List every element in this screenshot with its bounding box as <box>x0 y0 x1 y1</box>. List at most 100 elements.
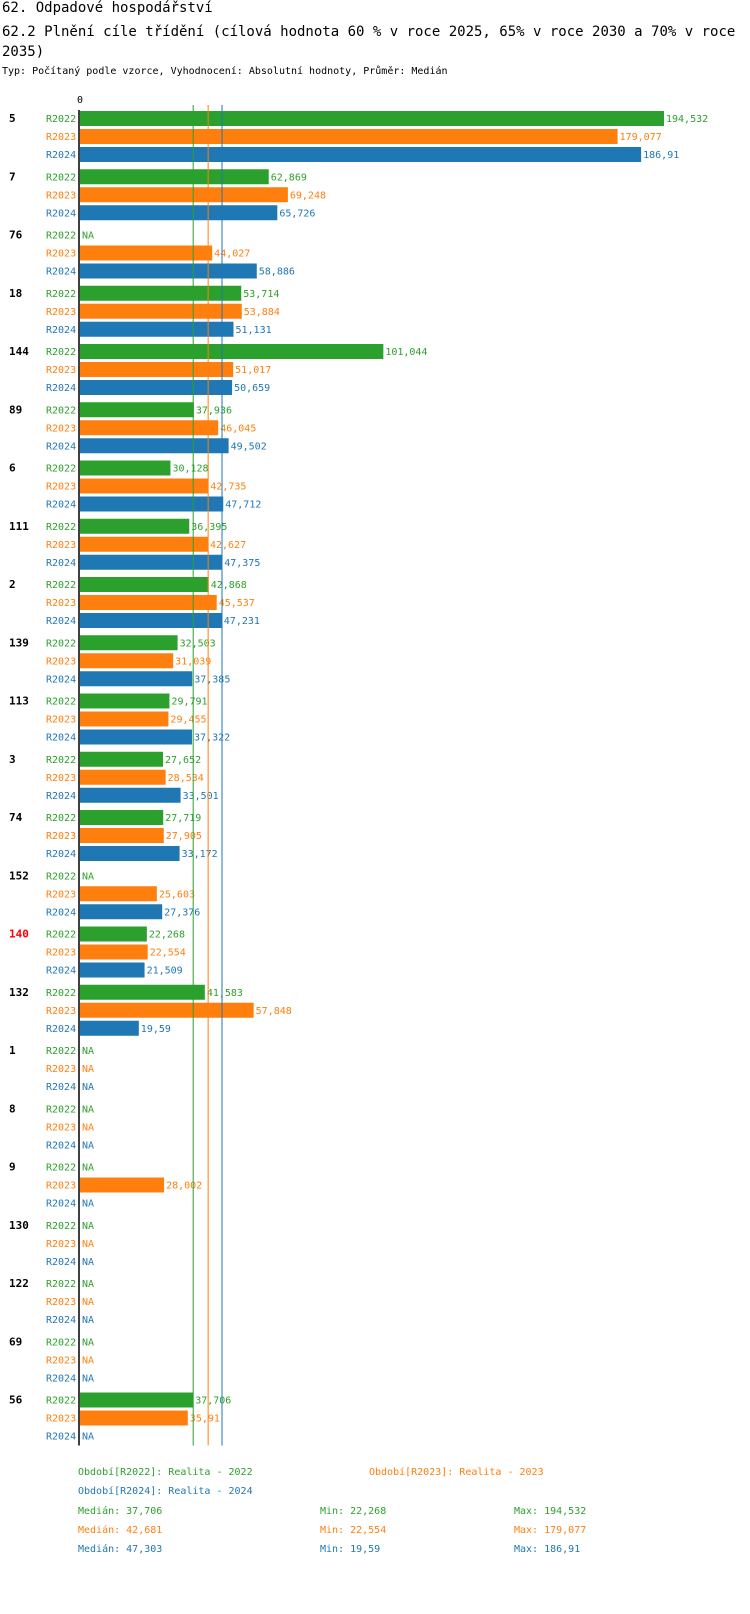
value-label-152-r2024: 27,376 <box>164 907 200 918</box>
value-label-8-r2024: NA <box>82 1140 94 1151</box>
value-label-69-r2024: NA <box>82 1373 94 1384</box>
value-label-132-r2022: 41,583 <box>207 988 243 999</box>
series-label-r2024: R2024 <box>46 1140 76 1151</box>
series-label-r2022: R2022 <box>46 405 76 416</box>
bar-89-r2023 <box>80 420 219 436</box>
series-label-r2024: R2024 <box>46 500 76 511</box>
series-label-r2022: R2022 <box>46 580 76 591</box>
bar-76-r2024 <box>80 263 257 279</box>
group-label-56: 56 <box>9 1394 23 1407</box>
bar-3-r2023 <box>80 769 166 785</box>
value-label-152-r2022: NA <box>82 871 94 882</box>
group-label-5: 5 <box>9 112 16 125</box>
series-label-r2022: R2022 <box>46 638 76 649</box>
value-label-5-r2024: 186,91 <box>643 150 679 161</box>
series-label-r2024: R2024 <box>46 1432 76 1443</box>
bar-111-r2023 <box>80 536 208 552</box>
bar-74-r2023 <box>80 828 164 843</box>
series-label-r2024: R2024 <box>46 1315 76 1326</box>
bar-18-r2023 <box>80 303 242 319</box>
legend-median-r2022: Medián: 37,706 <box>78 1506 163 1517</box>
bar-111-r2024 <box>80 554 223 570</box>
bar-chart: 0 5 R2022 194,532 R2023 179,077 R2024 186,91 7 R2… <box>9 95 708 1446</box>
group-label-18: 18 <box>9 287 22 300</box>
bar-9-r2023 <box>80 1177 165 1193</box>
value-label-69-r2023: NA <box>82 1355 94 1366</box>
bar-140-r2024 <box>80 962 145 978</box>
value-label-122-r2023: NA <box>82 1297 94 1308</box>
group-label-144: 144 <box>9 345 29 358</box>
series-label-r2024: R2024 <box>46 733 76 744</box>
bar-7-r2024 <box>80 205 278 221</box>
legend-series-r2022: Období[R2022]: Realita - 2022 <box>78 1467 253 1478</box>
series-label-r2023: R2023 <box>46 598 76 609</box>
series-label-r2023: R2023 <box>46 1181 76 1192</box>
legend-series-r2024: Období[R2024]: Realita - 2024 <box>78 1486 253 1497</box>
value-label-3-r2022: 27,652 <box>165 755 201 766</box>
bar-2-r2023 <box>80 595 217 610</box>
bar-144-r2022 <box>80 344 384 359</box>
value-label-1-r2024: NA <box>82 1082 94 1093</box>
series-label-r2022: R2022 <box>46 1163 76 1174</box>
series-label-r2022: R2022 <box>46 522 76 533</box>
value-label-140-r2024: 21,509 <box>147 966 183 977</box>
series-label-r2024: R2024 <box>46 208 76 219</box>
group-label-140: 140 <box>9 928 29 941</box>
legend-median-r2024: Medián: 47,303 <box>78 1544 163 1555</box>
value-label-7-r2022: 62,869 <box>271 172 307 183</box>
value-label-113-r2022: 29,791 <box>171 697 207 708</box>
bar-18-r2022 <box>80 285 242 301</box>
series-label-r2024: R2024 <box>46 558 76 569</box>
bar-140-r2023 <box>80 944 148 960</box>
value-label-140-r2022: 22,268 <box>149 930 185 941</box>
series-label-r2022: R2022 <box>46 172 76 183</box>
bar-89-r2022 <box>80 402 194 418</box>
bar-89-r2024 <box>80 438 229 454</box>
value-label-8-r2022: NA <box>82 1104 94 1115</box>
group-label-1: 1 <box>9 1044 16 1057</box>
series-label-r2023: R2023 <box>46 656 76 667</box>
value-label-113-r2024: 37,322 <box>194 733 230 744</box>
value-label-89-r2023: 46,045 <box>220 423 256 434</box>
value-label-130-r2022: NA <box>82 1221 94 1232</box>
value-label-139-r2022: 32,503 <box>180 638 216 649</box>
value-label-152-r2023: 25,603 <box>159 889 195 900</box>
value-label-89-r2022: 37,936 <box>196 405 232 416</box>
bar-6-r2022 <box>80 460 171 476</box>
series-label-r2023: R2023 <box>46 249 76 260</box>
series-label-r2023: R2023 <box>46 773 76 784</box>
bar-5-r2022 <box>80 111 664 126</box>
group-label-74: 74 <box>9 811 23 824</box>
group-label-139: 139 <box>9 636 29 649</box>
group-label-76: 76 <box>9 229 23 242</box>
bar-152-r2024 <box>80 904 163 920</box>
group-label-132: 132 <box>9 986 29 999</box>
series-label-r2024: R2024 <box>46 616 76 627</box>
value-label-6-r2024: 47,712 <box>225 500 261 511</box>
series-label-r2022: R2022 <box>46 231 76 242</box>
bar-18-r2024 <box>80 321 234 337</box>
series-label-r2024: R2024 <box>46 674 76 685</box>
legend-min-r2023: Min: 22,554 <box>320 1525 387 1536</box>
bar-5-r2023 <box>80 129 618 144</box>
series-label-r2023: R2023 <box>46 1064 76 1075</box>
value-label-139-r2024: 37,385 <box>194 674 230 685</box>
series-label-r2023: R2023 <box>46 1239 76 1250</box>
bar-3-r2022 <box>80 751 164 767</box>
value-label-130-r2024: NA <box>82 1257 94 1268</box>
value-label-9-r2022: NA <box>82 1163 94 1174</box>
value-label-9-r2024: NA <box>82 1199 94 1210</box>
bar-7-r2022 <box>80 169 269 185</box>
value-label-6-r2023: 42,735 <box>210 482 246 493</box>
series-label-r2022: R2022 <box>46 813 76 824</box>
legend-min-r2024: Min: 19,59 <box>320 1544 381 1555</box>
bar-6-r2023 <box>80 478 209 494</box>
series-label-r2024: R2024 <box>46 1024 76 1035</box>
series-label-r2022: R2022 <box>46 988 76 999</box>
bar-113-r2024 <box>80 729 193 745</box>
series-label-r2023: R2023 <box>46 889 76 900</box>
value-label-89-r2024: 49,502 <box>231 441 267 452</box>
legend-median-r2023: Medián: 42,681 <box>78 1525 163 1536</box>
value-label-122-r2024: NA <box>82 1315 94 1326</box>
value-label-56-r2023: 35,91 <box>190 1414 220 1425</box>
